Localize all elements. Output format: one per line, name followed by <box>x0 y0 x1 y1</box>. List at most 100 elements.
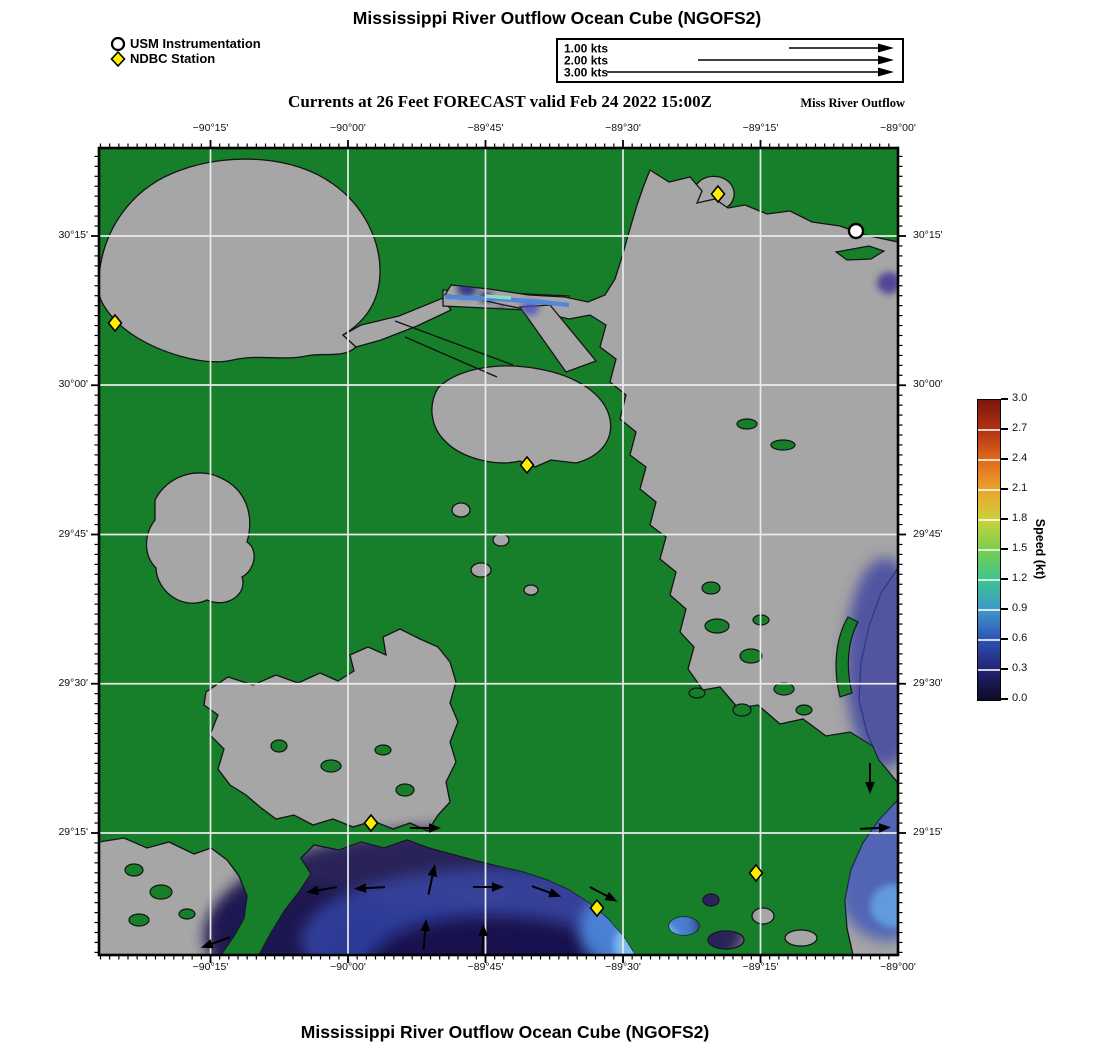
colorbar <box>977 399 1001 701</box>
colorbar-level-line <box>978 519 1000 521</box>
region-label: Miss River Outflow <box>800 96 905 110</box>
x-axis-label: −89°45' <box>467 961 504 973</box>
islands <box>124 245 886 927</box>
current-arrow <box>859 823 891 833</box>
current-arrow <box>354 883 386 893</box>
colorbar-tick <box>1001 698 1008 700</box>
colorbar-tick <box>1001 608 1008 610</box>
current-arrow <box>306 885 337 896</box>
legend-row-usm: USM Instrumentation <box>110 36 261 51</box>
map-frame <box>97 146 900 957</box>
colorbar-title: Speed (kt) <box>1033 518 1047 580</box>
footer-title: Mississippi River Outflow Ocean Cube (NG… <box>300 1022 710 1042</box>
arrow-scale-label: 2.00 kts <box>564 54 608 68</box>
cat-island <box>834 245 886 261</box>
colorbar-tick-label: 1.2 <box>1012 572 1028 584</box>
ndbc-diamond-icon <box>110 50 126 67</box>
x-axis-label: −89°15' <box>742 122 779 134</box>
current-arrow <box>478 924 488 956</box>
usm-station-marker <box>847 222 865 240</box>
causeway-lines <box>394 320 514 378</box>
x-axis-label: −90°00' <box>330 961 366 973</box>
colorbar-tick <box>1001 398 1008 400</box>
current-arrow <box>473 882 504 892</box>
y-axis-label: 29°30' <box>913 676 943 689</box>
current-arrow <box>589 886 618 902</box>
page-title: Mississippi River Outflow Ocean Cube (NG… <box>352 8 762 28</box>
y-axis-label: 29°30' <box>58 676 88 689</box>
colorbar-tick-label: 2.7 <box>1012 422 1028 434</box>
map <box>91 140 906 963</box>
colorbar-tick <box>1001 548 1008 550</box>
y-axis-label: 30°00' <box>913 378 943 390</box>
y-axis-labels-left: 30°15' 30°00' 29°45' 29°30' 29°15' <box>40 148 94 955</box>
current-arrow <box>420 919 430 951</box>
current-arrow <box>200 936 231 949</box>
forecast-subtitle: Currents at 26 Feet FORECAST valid Feb 2… <box>288 92 712 111</box>
y-axis-label: 29°45' <box>58 527 88 540</box>
ndbc-station-marker <box>519 455 535 475</box>
colorbar-tick-label: 1.8 <box>1012 512 1028 524</box>
lake-maurepas <box>145 472 255 604</box>
arrow-scale-head <box>878 67 894 77</box>
colorbar-tick <box>1001 488 1008 490</box>
colorbar-level-line <box>978 609 1000 611</box>
legend-usm-label: USM Instrumentation <box>130 36 261 51</box>
current-arrow <box>865 763 875 794</box>
x-axis-label: −89°00' <box>880 961 916 973</box>
colorbar-level-line <box>978 579 1000 581</box>
colorbar-tick-label: 1.5 <box>1012 542 1028 554</box>
colorbar-tick-label: 2.4 <box>1012 452 1028 464</box>
current-arrow <box>427 864 438 895</box>
colorbar-level-line <box>978 489 1000 491</box>
x-axis-labels-bottom: −90°15' −90°00' −89°45' −89°30' −89°15' −89°0… <box>99 961 916 975</box>
current-arrows <box>200 763 891 956</box>
y-axis-label: 29°15' <box>58 826 88 838</box>
arrow-scale-head <box>878 55 894 65</box>
current-arrow <box>531 885 562 898</box>
colorbar-tick-label: 0.3 <box>1012 662 1028 674</box>
colorbar-tick <box>1001 578 1008 580</box>
colorbar-tick <box>1001 518 1008 520</box>
ndbc-station-marker <box>748 863 764 883</box>
x-axis-label: −90°15' <box>192 961 229 973</box>
station-markers <box>107 184 865 918</box>
y-axis-labels-right: 30°15' 30°00' 29°45' 29°30' 29°15' <box>905 148 959 955</box>
colorbar-level-line <box>978 549 1000 551</box>
legend-row-ndbc: NDBC Station <box>110 50 261 67</box>
y-axis-label: 29°45' <box>913 527 943 540</box>
y-axis-label: 30°15' <box>58 229 88 241</box>
x-axis-label: −89°30' <box>605 122 641 134</box>
y-axis-label: 29°15' <box>913 826 943 838</box>
colorbar-level-line <box>978 669 1000 671</box>
colorbar-tick-label: 0.0 <box>1012 692 1028 704</box>
grid-lines <box>99 148 898 955</box>
legend-ndbc-label: NDBC Station <box>130 51 216 66</box>
arrow-scale-label: 1.00 kts <box>564 42 608 56</box>
usm-circle-icon <box>110 36 126 51</box>
x-axis-label: −89°45' <box>467 122 504 134</box>
chandeleur-islands <box>835 616 859 698</box>
ndbc-station-marker <box>107 313 123 333</box>
current-arrow <box>410 823 441 833</box>
ndbc-station-marker <box>363 813 379 833</box>
colorbar-tick-label: 0.9 <box>1012 602 1028 614</box>
x-axis-label: −90°00' <box>330 122 366 134</box>
colorbar-level-line <box>978 639 1000 641</box>
colorbar-level-line <box>978 429 1000 431</box>
colorbar-level-line <box>978 459 1000 461</box>
colorbar-tick-label: 0.6 <box>1012 632 1028 644</box>
arrow-scale-head <box>878 43 894 53</box>
ndbc-station-marker <box>710 184 726 204</box>
ndbc-station-marker <box>589 898 605 918</box>
colorbar-tick-label: 2.1 <box>1012 482 1028 494</box>
arrow-scale-box: 1.00 kts 2.00 kts 3.00 kts <box>556 38 904 83</box>
colorbar-tick <box>1001 458 1008 460</box>
x-axis-label: −89°00' <box>880 122 916 134</box>
colorbar-ticks: 0.0 0.3 0.6 0.9 1.2 1.5 1.8 2.1 2.4 2.7 3.0 <box>1001 392 1035 704</box>
colorbar-tick <box>1001 668 1008 670</box>
x-axis-labels-top: −90°15' −90°00' −89°45' −89°30' −89°15' −89°0… <box>99 122 916 136</box>
y-axis-label: 30°15' <box>913 229 943 241</box>
arrow-scale-label: 3.00 kts <box>564 66 608 80</box>
